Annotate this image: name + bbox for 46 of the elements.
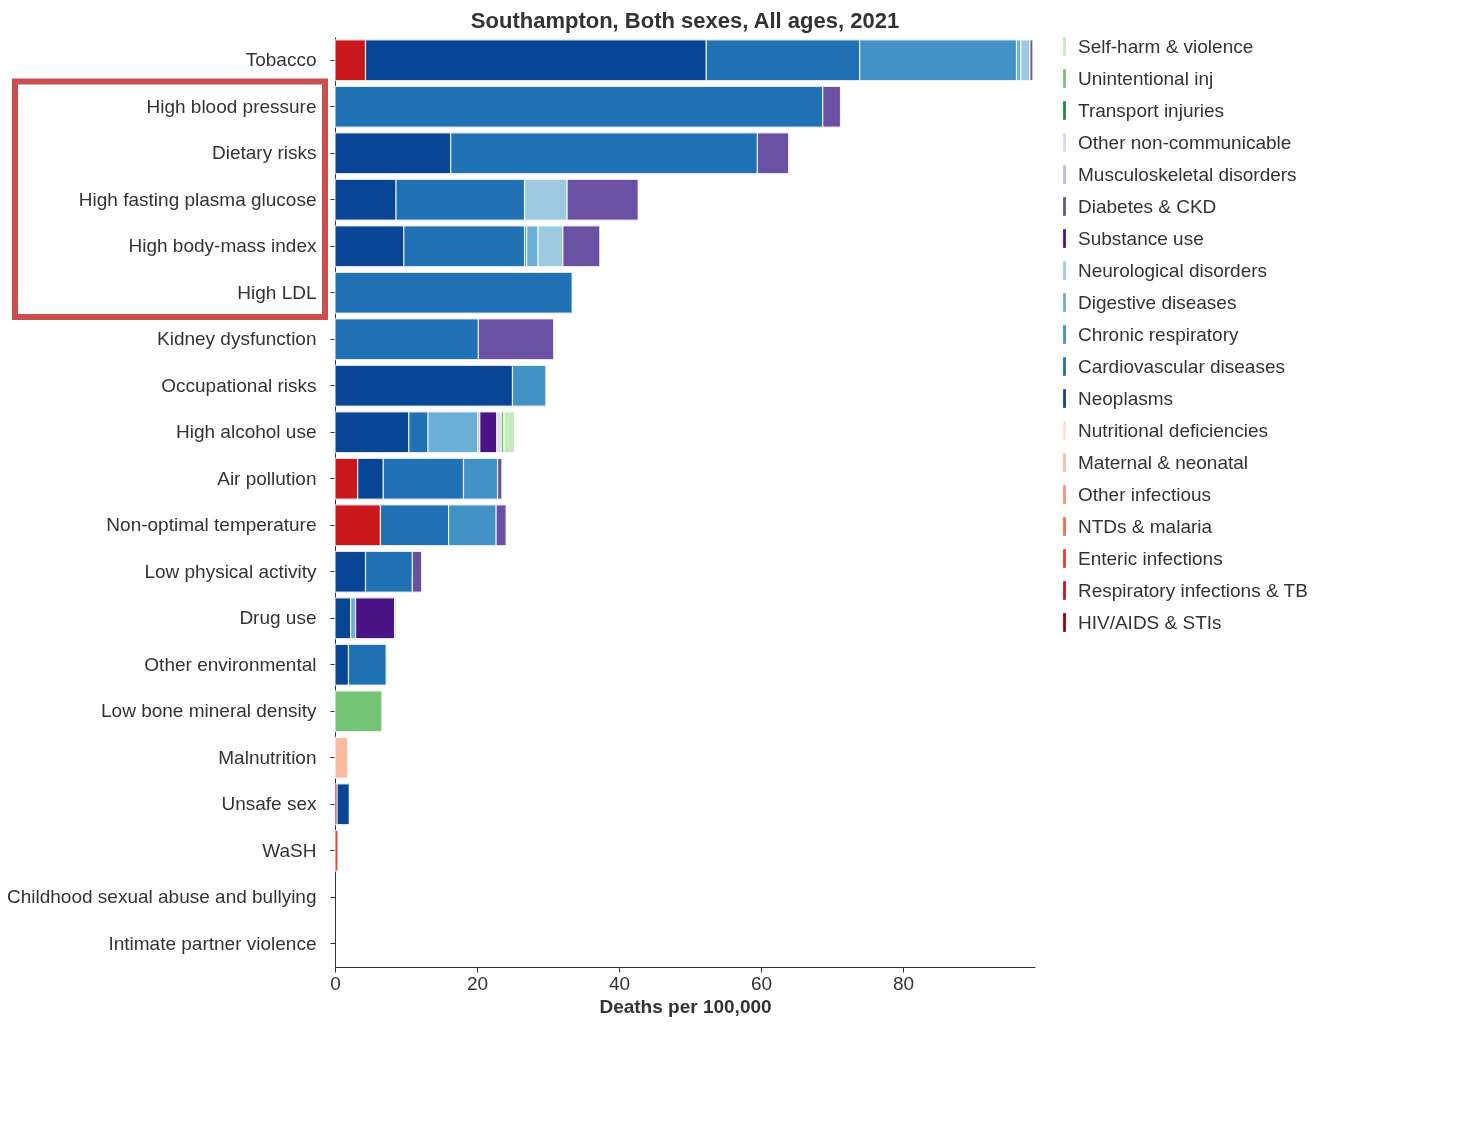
y-tick-label: Childhood sexual abuse and bullying xyxy=(6,886,317,908)
x-tick-label: 20 xyxy=(466,972,489,994)
legend-label: HIV/AIDS & STIs xyxy=(1078,611,1222,633)
legend-label: Other infectious xyxy=(1078,483,1212,505)
y-tick-label: High body-mass index xyxy=(128,235,317,257)
y-tick-label: Intimate partner violence xyxy=(108,932,317,954)
legend-label: Digestive diseases xyxy=(1078,291,1237,313)
y-tick-label: High LDL xyxy=(237,281,317,303)
legend-label: Diabetes & CKD xyxy=(1078,195,1217,217)
legend-label: Substance use xyxy=(1078,227,1204,249)
y-tick-label: Low bone mineral density xyxy=(101,700,317,722)
y-tick-label: Occupational risks xyxy=(161,374,317,396)
x-tick-label: 0 xyxy=(330,972,341,994)
legend-label: Transport injuries xyxy=(1078,99,1225,121)
legend-label: Nutritional deficiencies xyxy=(1078,419,1269,441)
legend-label: Neurological disorders xyxy=(1078,259,1268,281)
x-tick-label: 40 xyxy=(608,972,631,994)
legend-label: NTDs & malaria xyxy=(1078,515,1213,537)
y-tick-label: Kidney dysfunction xyxy=(157,328,317,350)
legend-label: Neoplasms xyxy=(1078,387,1174,409)
y-tick-label: Unsafe sex xyxy=(221,793,317,815)
y-tick-label: Low physical activity xyxy=(144,560,317,582)
legend-label: Respiratory infections & TB xyxy=(1078,579,1308,601)
legend-label: Unintentional inj xyxy=(1078,67,1214,89)
y-tick-label: Non-optimal temperature xyxy=(106,514,317,536)
y-tick-label: Dietary risks xyxy=(211,142,317,164)
y-tick-label: Other environmental xyxy=(144,653,317,675)
x-tick-label: 60 xyxy=(750,972,773,994)
legend-label: Chronic respiratory xyxy=(1078,323,1239,345)
y-tick-label: WaSH xyxy=(262,839,317,861)
legend-label: Maternal & neonatal xyxy=(1078,451,1249,473)
legend-label: Cardiovascular diseases xyxy=(1078,355,1285,377)
x-axis-title: Deaths per 100,000 xyxy=(599,995,772,1017)
legend-label: Self-harm & violence xyxy=(1078,35,1254,57)
legend-label: Musculoskeletal disorders xyxy=(1078,163,1297,185)
y-tick-label: Malnutrition xyxy=(218,746,317,768)
x-tick-label: 80 xyxy=(892,972,915,994)
legend-label: Other non-communicable xyxy=(1078,131,1292,153)
y-tick-label: High blood pressure xyxy=(146,95,317,117)
y-tick-label: Air pollution xyxy=(217,467,317,489)
chart-title: Southampton, Both sexes, All ages, 2021 xyxy=(470,8,900,33)
y-tick-label: High alcohol use xyxy=(176,421,317,443)
y-tick-label: Drug use xyxy=(239,607,317,629)
y-tick-label: Tobacco xyxy=(245,49,317,71)
legend-label: Enteric infections xyxy=(1078,547,1223,569)
y-tick-label: High fasting plasma glucose xyxy=(78,188,317,210)
